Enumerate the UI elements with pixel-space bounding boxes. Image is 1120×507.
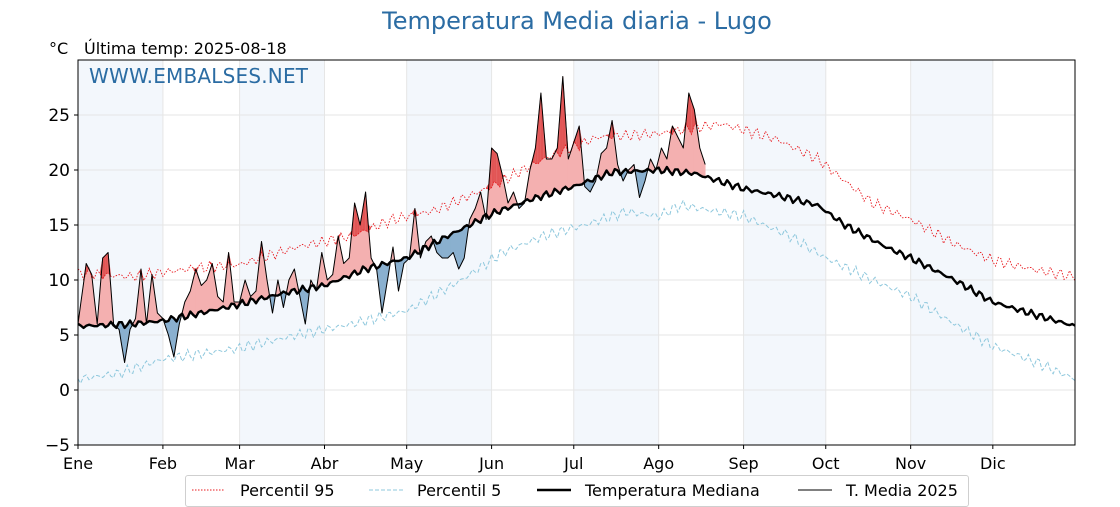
x-tick-label: Oct — [812, 454, 840, 473]
month-band — [239, 60, 325, 445]
y-tick-label: 20 — [48, 161, 70, 181]
y-tick-label: 10 — [48, 271, 70, 291]
legend-swatch-p95 — [192, 489, 224, 491]
fill-below-median — [441, 236, 446, 259]
series-lines — [77, 76, 1076, 385]
legend-label-actual: T. Media 2025 — [846, 481, 958, 500]
fill-above-median — [203, 279, 208, 315]
month-band — [743, 60, 826, 445]
x-tick-label: Jul — [563, 454, 583, 473]
fill-below-median — [444, 236, 449, 259]
month-band — [573, 60, 659, 445]
y-tick-label: 15 — [48, 216, 70, 236]
watermark: WWW.EMBALSES.NET — [89, 64, 309, 88]
plot-frame — [77, 59, 1076, 446]
x-tick-label: May — [390, 454, 423, 473]
chart-title: Temperatura Media diaria - Lugo — [382, 7, 772, 35]
legend-label-p5: Percentil 5 — [417, 481, 502, 500]
x-tick-label: Nov — [895, 454, 926, 473]
month-band — [78, 60, 163, 445]
x-tick-label: Sep — [729, 454, 759, 473]
axis-ticks: −5 0 5 10 15 20 25 Ene Feb Mar Abr May Jun Jul Ago Sep O… — [45, 106, 1006, 473]
legend-label-median: Temperatura Mediana — [585, 481, 760, 500]
legend-swatch-median — [537, 488, 571, 492]
fill-above-p95 — [105, 251, 109, 276]
month-bands — [78, 60, 993, 445]
x-tick-label: Ago — [643, 454, 674, 473]
x-tick-label: Feb — [149, 454, 177, 473]
series-p95-line — [77, 120, 1076, 282]
legend-label-p95: Percentil 95 — [240, 481, 335, 500]
unit-label: °C — [49, 39, 69, 58]
fill-above-median — [548, 158, 553, 198]
x-tick-label: Mar — [225, 454, 256, 473]
y-tick-label: 0 — [59, 381, 70, 401]
x-tick-label: Dic — [980, 454, 1006, 473]
series-p5-line — [77, 198, 1076, 385]
fill-above-p95 — [494, 150, 498, 185]
x-tick-label: Abr — [311, 454, 339, 473]
fill-below-median — [458, 229, 462, 270]
x-tick-label: Ene — [63, 454, 93, 473]
x-tick-label: Jun — [478, 454, 504, 473]
y-tick-label: 5 — [59, 326, 70, 346]
legend-swatch-actual — [798, 489, 832, 491]
y-tick-label: 25 — [48, 106, 70, 126]
legend-swatch-p5 — [369, 489, 403, 491]
fill-above-median — [200, 282, 205, 315]
month-band — [910, 60, 993, 445]
fill-above-median — [554, 147, 558, 192]
series-median-line — [77, 165, 1076, 330]
y-tick-label: −5 — [45, 436, 70, 456]
last-temp-label: Última temp: 2025-08-18 — [84, 39, 287, 58]
series-actual-line — [77, 76, 706, 363]
legend: Percentil 95 Percentil 5 Temperatura Med… — [185, 475, 969, 507]
